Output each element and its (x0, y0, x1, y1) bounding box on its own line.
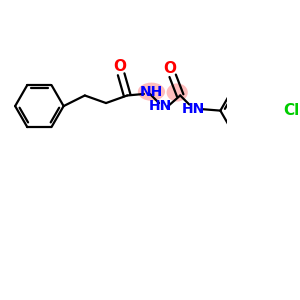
Text: Cl: Cl (284, 103, 300, 118)
Ellipse shape (138, 82, 165, 101)
Text: NH: NH (140, 85, 163, 99)
Text: O: O (163, 61, 176, 76)
Text: HN: HN (149, 99, 172, 113)
Ellipse shape (167, 83, 188, 101)
Text: O: O (113, 59, 126, 74)
Text: HN: HN (182, 102, 206, 116)
